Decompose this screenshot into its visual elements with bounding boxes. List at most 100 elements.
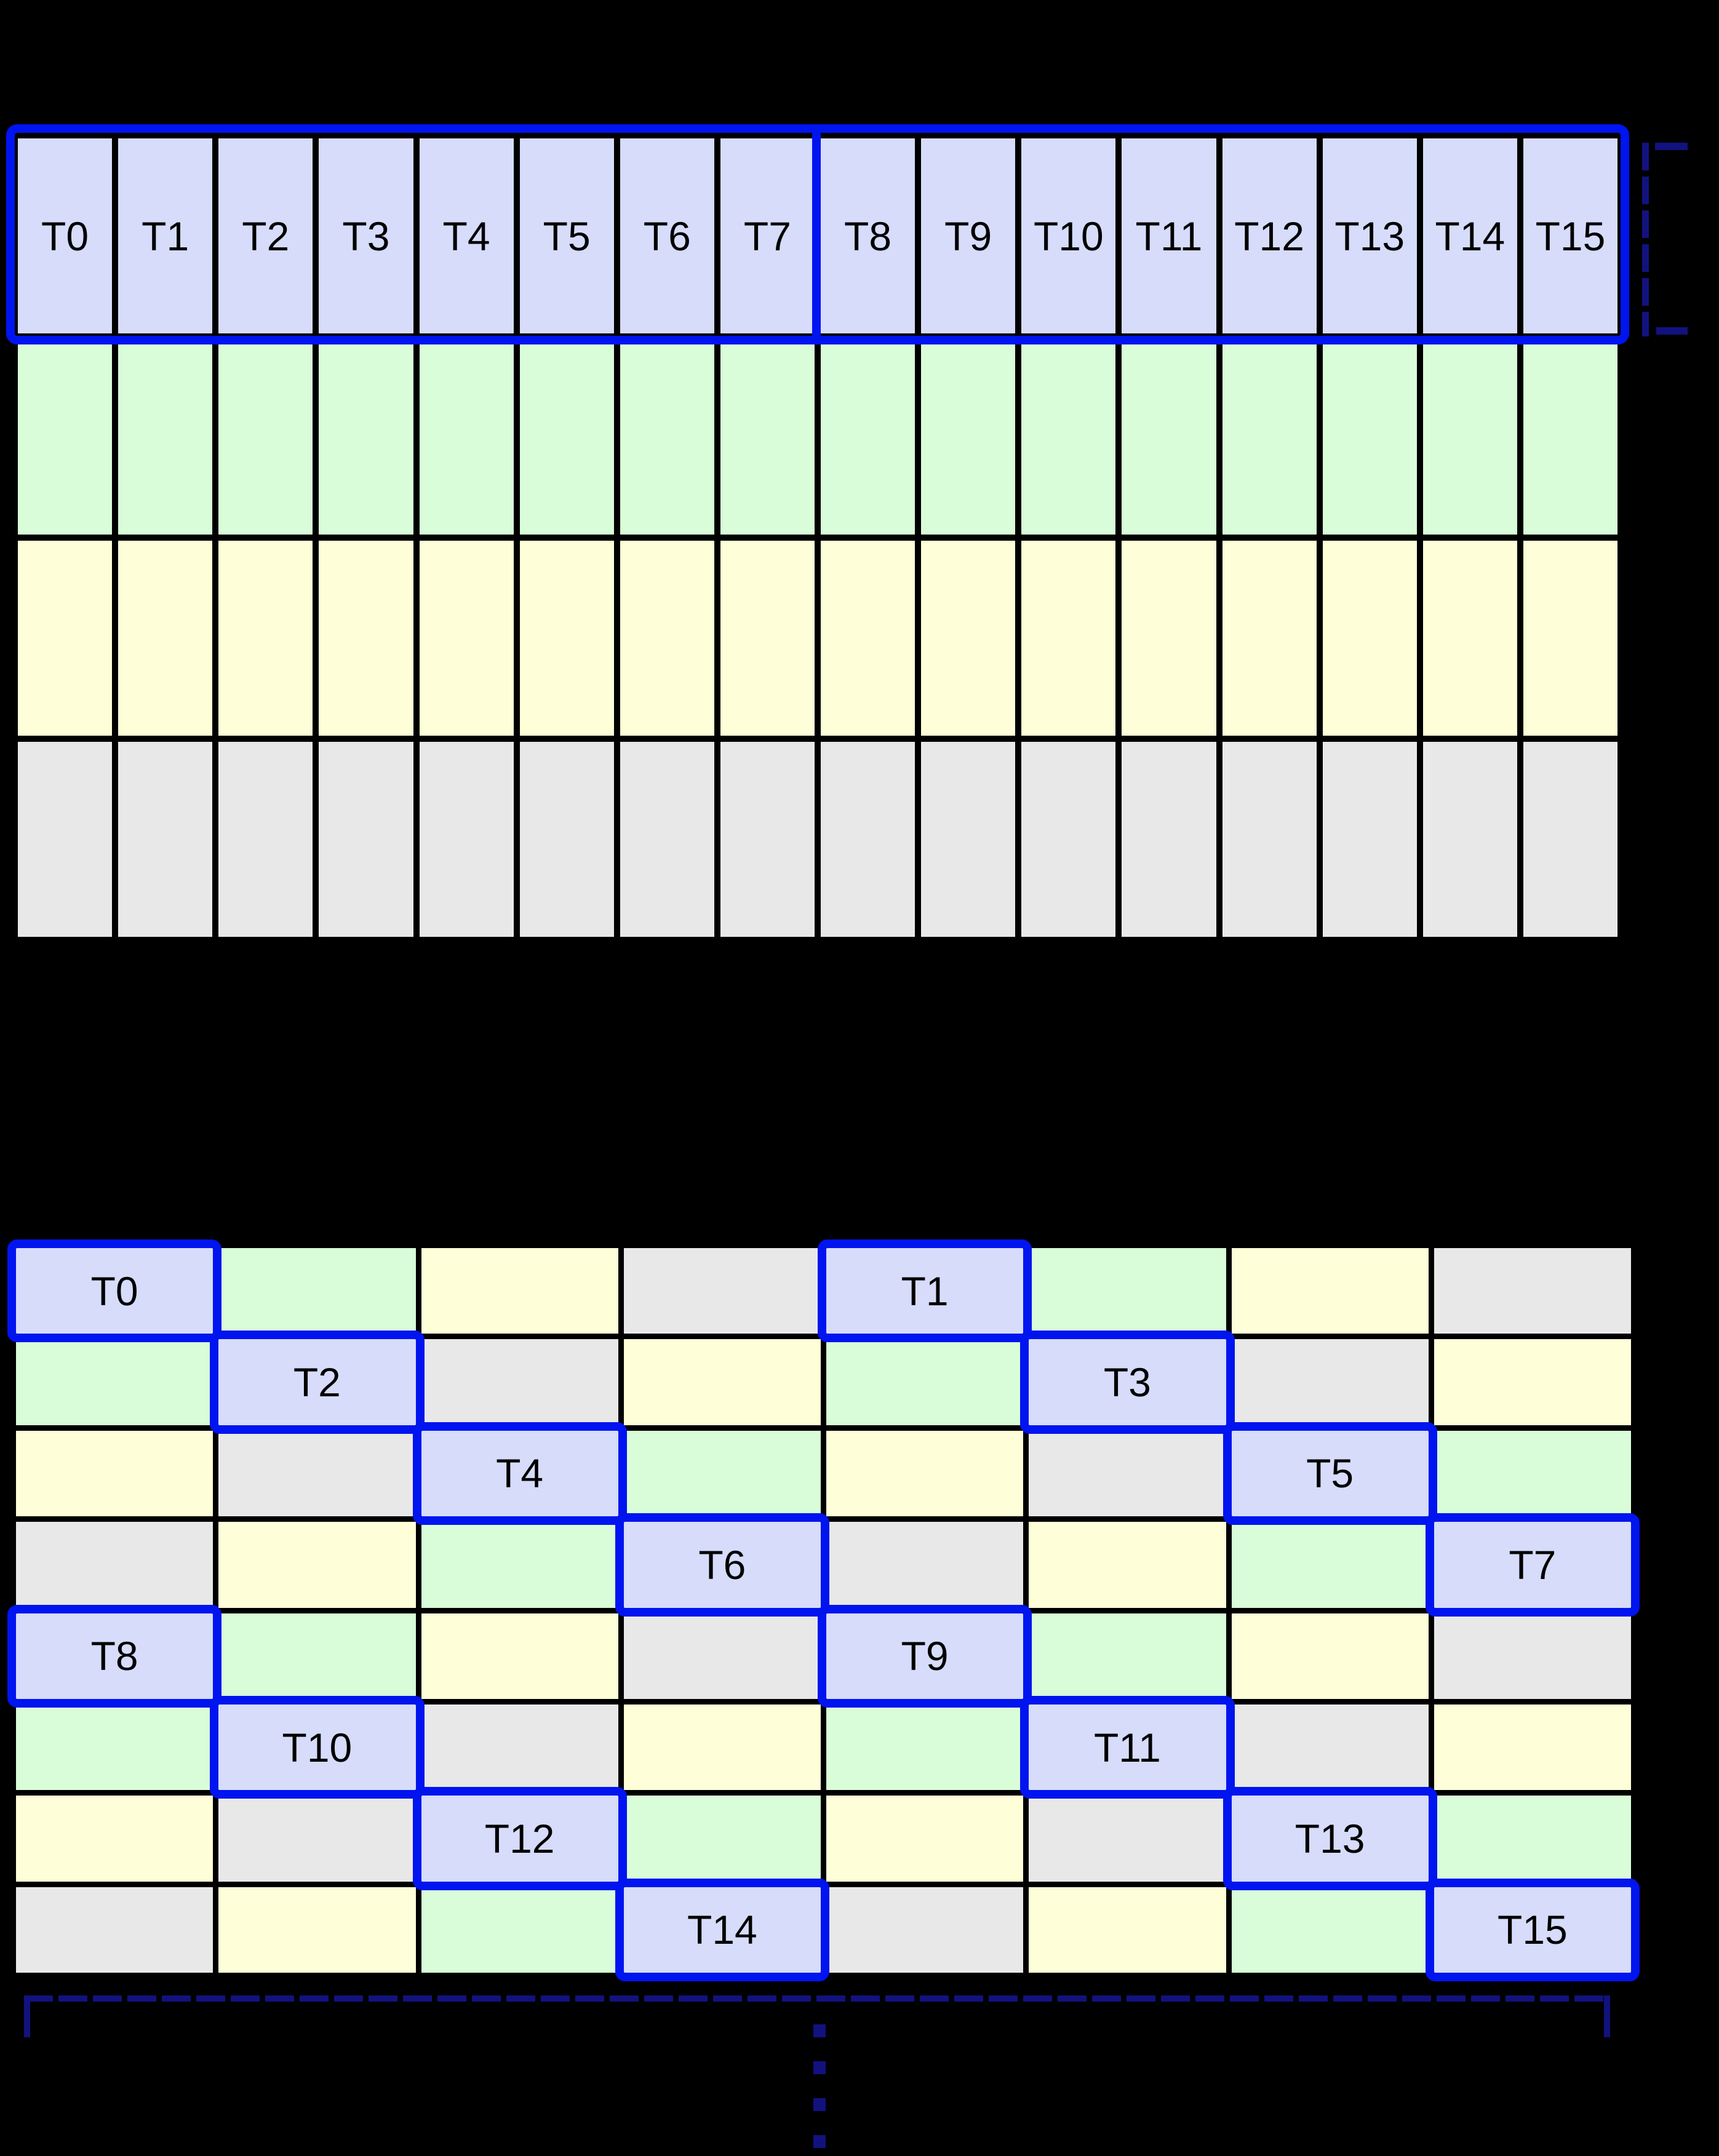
thread-label: T4 [442, 213, 490, 259]
top-grid-cell [1523, 541, 1617, 736]
bottom-grid-thread-cell: T4 [412, 1422, 628, 1526]
bottom-grid-cell [421, 1248, 618, 1334]
top-grid-cell [1523, 742, 1617, 937]
thread-label: T3 [1103, 1359, 1151, 1406]
top-grid-cell [1523, 340, 1617, 535]
top-grid-thread-cell: T2 [218, 138, 313, 333]
bottom-grid-cell [1231, 1887, 1429, 1973]
bottom-grid-cell [16, 1430, 213, 1517]
top-grid-cell [821, 541, 915, 736]
bottom-grid-thread-cell: T0 [7, 1239, 222, 1343]
top-grid-thread-cell: T7 [720, 138, 815, 333]
top-grid-cell [1122, 340, 1216, 535]
thread-label: T6 [643, 213, 691, 259]
row-bracket-vertical-dashed-line [1642, 143, 1649, 336]
memory-span-dashed-line [24, 1995, 1610, 2002]
top-grid-cell [1122, 742, 1216, 937]
top-grid-cell [620, 742, 714, 937]
bottom-grid-cell [1231, 1339, 1429, 1425]
thread-label: T8 [844, 213, 892, 259]
bottom-grid-cell [623, 1796, 821, 1882]
top-grid-cell [1422, 340, 1517, 535]
top-grid-cell [921, 541, 1016, 736]
bottom-grid-cell [1434, 1248, 1631, 1334]
bottom-grid-thread-cell: T10 [210, 1695, 425, 1799]
bottom-grid-cell [218, 1796, 416, 1882]
bottom-grid-cell [1434, 1704, 1631, 1791]
row-bracket-top-arm [1655, 143, 1688, 150]
thread-label: T13 [1334, 213, 1405, 259]
thread-label: T11 [1135, 213, 1203, 259]
top-grid-cell [18, 742, 113, 937]
bottom-grid-cell [218, 1430, 416, 1517]
thread-label: T0 [41, 213, 89, 259]
top-grid-thread-cell: T4 [419, 138, 514, 333]
thread-label: T9 [944, 213, 992, 259]
top-grid-cell [319, 541, 413, 736]
top-grid-thread-cell: T15 [1523, 138, 1617, 333]
thread-label: T15 [1498, 1907, 1568, 1953]
bottom-grid-thread-cell: T14 [615, 1878, 830, 1982]
bottom-grid-cell [421, 1704, 618, 1791]
bottom-grid-cell [623, 1339, 821, 1425]
bottom-grid-cell [1231, 1613, 1429, 1699]
bottom-grid-cell [1231, 1522, 1429, 1608]
thread-label: T1 [901, 1268, 949, 1314]
thread-label: T7 [1509, 1541, 1557, 1588]
bottom-grid-cell [1029, 1613, 1226, 1699]
bottom-grid-cell [623, 1613, 821, 1699]
top-grid-cell [419, 541, 514, 736]
bottom-grid-cell [826, 1339, 1024, 1425]
top-grid-cell [319, 340, 413, 535]
bottom-grid-cell [1231, 1248, 1429, 1334]
bottom-grid-cell [1434, 1613, 1631, 1699]
top-grid-cell [1222, 340, 1317, 535]
top-grid-cell [419, 742, 514, 937]
top-grid-cell [218, 340, 313, 535]
top-grid-thread-cell: T8 [821, 138, 915, 333]
bottom-grid-cell [826, 1430, 1024, 1517]
bottom-grid-thread-cell: T5 [1222, 1422, 1438, 1526]
bottom-grid-thread-cell: T7 [1425, 1513, 1640, 1617]
top-grid-cell [1222, 742, 1317, 937]
bottom-grid-cell [218, 1613, 416, 1699]
top-grid-cell [519, 340, 614, 535]
thread-label: T12 [1234, 213, 1304, 259]
top-grid-thread-cell: T12 [1222, 138, 1317, 333]
bottom-grid-cell [16, 1522, 213, 1608]
top-grid-cell [821, 742, 915, 937]
bottom-grid-cell [826, 1796, 1024, 1882]
top-grid-cell [620, 541, 714, 736]
bottom-grid-cell [421, 1339, 618, 1425]
thread-label: T8 [90, 1633, 138, 1679]
bottom-grid-cell [1029, 1248, 1226, 1334]
top-grid-cell [1322, 541, 1417, 736]
thread-label: T14 [687, 1907, 757, 1953]
top-grid-cell [720, 541, 815, 736]
top-grid-cell [118, 742, 213, 937]
bottom-grid-thread-cell: T6 [615, 1513, 830, 1617]
bottom-swizzled-layout-grid: T0 T1 T2 T3 T4 T5 T6 T7 T8 T9 T10 T11 T12 T13 T14 T15 [7, 1239, 1640, 1982]
bottom-grid-cell [826, 1522, 1024, 1608]
top-grid-cell [118, 541, 213, 736]
bottom-grid-thread-cell: T1 [817, 1239, 1032, 1343]
top-grid-cell [18, 340, 113, 535]
thread-label: T5 [1306, 1450, 1354, 1497]
thread-label: T12 [484, 1815, 555, 1861]
thread-label: T11 [1093, 1724, 1161, 1770]
top-grid-cell [1021, 742, 1116, 937]
bottom-grid-cell [1434, 1430, 1631, 1517]
top-grid-cell [821, 340, 915, 535]
bottom-grid-cell [826, 1887, 1024, 1973]
thread-label: T14 [1435, 213, 1506, 259]
bottom-grid-cell [421, 1613, 618, 1699]
thread-label: T13 [1294, 1815, 1365, 1861]
bottom-grid-cell [623, 1248, 821, 1334]
top-grid-thread-cell: T3 [319, 138, 413, 333]
bottom-grid-cell [826, 1704, 1024, 1791]
continuation-dots [813, 2024, 826, 2151]
top-grid-cell [1122, 541, 1216, 736]
bottom-grid-thread-cell: T9 [817, 1604, 1032, 1708]
top-grid-thread-cell: T10 [1021, 138, 1116, 333]
